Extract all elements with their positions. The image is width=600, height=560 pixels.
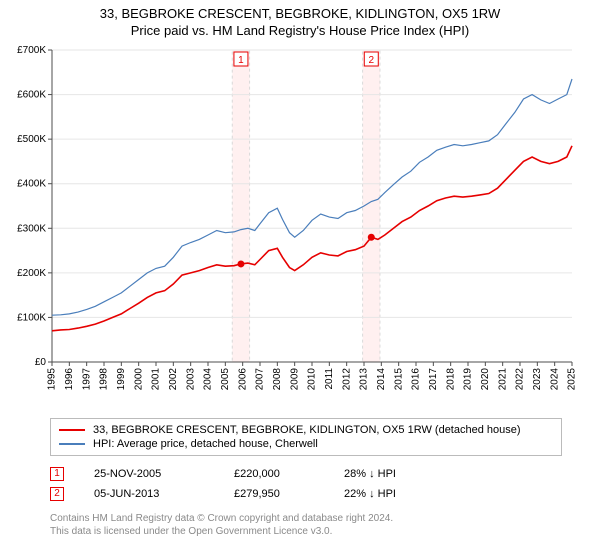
y-tick-label: £400K <box>17 179 46 190</box>
footer-line-1: Contains HM Land Registry data © Crown c… <box>50 512 562 525</box>
chart-title-subtitle: Price paid vs. HM Land Registry's House … <box>8 23 592 38</box>
x-tick-label: 2014 <box>376 368 387 391</box>
footer-line-2: This data is licensed under the Open Gov… <box>50 525 562 538</box>
x-tick-label: 2018 <box>445 368 456 391</box>
y-tick-label: £500K <box>17 134 46 145</box>
page-root: 33, BEGBROKE CRESCENT, BEGBROKE, KIDLING… <box>0 0 600 538</box>
x-tick-label: 2025 <box>567 368 578 391</box>
x-tick-label: 2011 <box>324 368 335 390</box>
y-tick-label: £0 <box>35 357 47 368</box>
y-tick-label: £300K <box>17 223 46 234</box>
chart-title-address: 33, BEGBROKE CRESCENT, BEGBROKE, KIDLING… <box>8 6 592 21</box>
footer-attribution: Contains HM Land Registry data © Crown c… <box>50 512 562 538</box>
legend-box: 33, BEGBROKE CRESCENT, BEGBROKE, KIDLING… <box>50 418 562 456</box>
chart-area: £0 £100K £200K £300K £400K £500K £600K £700K 199… <box>0 42 600 412</box>
band-label-text: 1 <box>238 55 244 66</box>
x-tick-label: 2008 <box>272 368 283 391</box>
y-tick-label: £100K <box>17 312 46 323</box>
x-tick-label: 2022 <box>515 368 526 391</box>
sale-marker-dot <box>237 260 244 267</box>
x-tick-label: 2010 <box>307 368 318 391</box>
x-tick-label: 1997 <box>81 368 92 391</box>
x-tick-label: 2000 <box>133 368 144 391</box>
sales-price: £279,950 <box>234 488 314 500</box>
sale-marker-dot <box>368 234 375 241</box>
sales-date: 05-JUN-2013 <box>94 488 204 500</box>
highlight-band <box>232 50 249 362</box>
sales-row: 1 25-NOV-2005 £220,000 28% ↓ HPI <box>50 464 562 484</box>
x-tick-label: 1999 <box>116 368 127 391</box>
x-tick-label: 1995 <box>47 368 58 391</box>
x-tick-label: 2005 <box>220 368 231 391</box>
sales-table: 1 25-NOV-2005 £220,000 28% ↓ HPI 2 05-JUN-201… <box>50 464 562 504</box>
plot-background <box>52 50 572 362</box>
x-tick-label: 1998 <box>99 368 110 391</box>
y-tick-label: £700K <box>17 45 46 56</box>
x-tick-label: 2009 <box>289 368 300 391</box>
legend-label: HPI: Average price, detached house, Cher… <box>93 438 318 450</box>
highlight-band <box>363 50 380 362</box>
y-tick-label: £200K <box>17 268 46 279</box>
sales-marker-box: 2 <box>50 487 64 501</box>
chart-svg: £0 £100K £200K £300K £400K £500K £600K £700K 199… <box>0 42 600 412</box>
chart-titles: 33, BEGBROKE CRESCENT, BEGBROKE, KIDLING… <box>0 0 600 42</box>
sales-diff: 22% ↓ HPI <box>344 488 464 500</box>
x-tick-label: 2001 <box>151 368 162 391</box>
x-tick-label: 2007 <box>255 368 266 391</box>
sales-diff: 28% ↓ HPI <box>344 468 464 480</box>
x-tick-label: 2003 <box>185 368 196 391</box>
sales-price: £220,000 <box>234 468 314 480</box>
y-tick-label: £600K <box>17 90 46 101</box>
x-tick-label: 2023 <box>532 368 543 391</box>
x-tick-label: 2002 <box>168 368 179 391</box>
legend-row: HPI: Average price, detached house, Cher… <box>59 437 553 451</box>
sales-row: 2 05-JUN-2013 £279,950 22% ↓ HPI <box>50 484 562 504</box>
x-tick-label: 2006 <box>237 368 248 391</box>
x-tick-label: 1996 <box>64 368 75 391</box>
band-label-text: 2 <box>368 55 374 66</box>
x-tick-label: 2016 <box>411 368 422 391</box>
sales-marker-box: 1 <box>50 467 64 481</box>
x-tick-label: 2012 <box>341 368 352 391</box>
x-tick-label: 2019 <box>463 368 474 391</box>
legend-label: 33, BEGBROKE CRESCENT, BEGBROKE, KIDLING… <box>93 424 521 436</box>
x-tick-label: 2021 <box>497 368 508 391</box>
x-tick-label: 2004 <box>203 368 214 391</box>
sales-date: 25-NOV-2005 <box>94 468 204 480</box>
legend-row: 33, BEGBROKE CRESCENT, BEGBROKE, KIDLING… <box>59 423 553 437</box>
x-tick-label: 2020 <box>480 368 491 391</box>
x-tick-label: 2013 <box>359 368 370 391</box>
x-tick-label: 2017 <box>428 368 439 391</box>
legend-swatch <box>59 429 85 431</box>
x-tick-label: 2015 <box>393 368 404 391</box>
legend-swatch <box>59 443 85 445</box>
x-tick-label: 2024 <box>549 368 560 391</box>
